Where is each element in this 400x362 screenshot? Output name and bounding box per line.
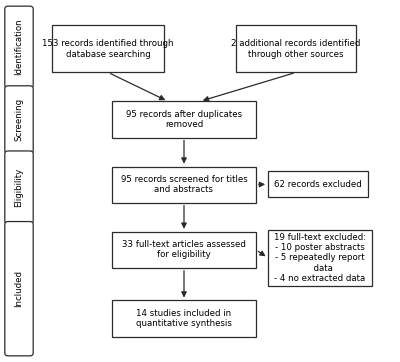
Text: 19 full-text excluded:
- 10 poster abstracts
- 5 repeatedly report
  data
- 4 no: 19 full-text excluded: - 10 poster abstr…: [274, 233, 366, 283]
FancyBboxPatch shape: [5, 86, 33, 153]
Text: Screening: Screening: [14, 98, 24, 141]
FancyBboxPatch shape: [5, 151, 33, 224]
Text: 62 records excluded: 62 records excluded: [274, 180, 362, 189]
FancyBboxPatch shape: [112, 167, 256, 203]
FancyBboxPatch shape: [112, 300, 256, 337]
Text: 33 full-text articles assessed
for eligibility: 33 full-text articles assessed for eligi…: [122, 240, 246, 260]
FancyBboxPatch shape: [112, 101, 256, 138]
FancyBboxPatch shape: [5, 6, 33, 88]
Text: 153 records identified through
database searching: 153 records identified through database …: [42, 39, 174, 59]
Text: 95 records screened for titles
and abstracts: 95 records screened for titles and abstr…: [121, 175, 247, 194]
FancyBboxPatch shape: [52, 25, 164, 72]
FancyBboxPatch shape: [5, 222, 33, 356]
FancyBboxPatch shape: [268, 171, 368, 197]
FancyBboxPatch shape: [268, 230, 372, 286]
Text: Identification: Identification: [14, 19, 24, 75]
Text: Eligibility: Eligibility: [14, 168, 24, 207]
FancyBboxPatch shape: [236, 25, 356, 72]
Text: Included: Included: [14, 270, 24, 307]
Text: 14 studies included in
quantitative synthesis: 14 studies included in quantitative synt…: [136, 309, 232, 328]
FancyBboxPatch shape: [112, 232, 256, 268]
Text: 95 records after duplicates
removed: 95 records after duplicates removed: [126, 110, 242, 129]
Text: 2 additional records identified
through other sources: 2 additional records identified through …: [231, 39, 361, 59]
